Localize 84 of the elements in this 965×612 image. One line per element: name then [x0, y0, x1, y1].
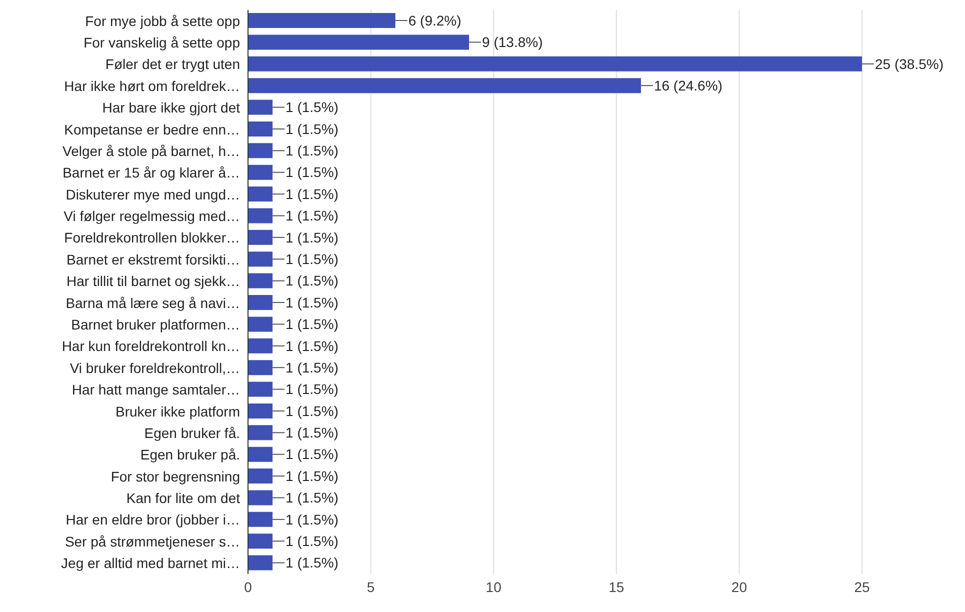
bar — [248, 360, 273, 376]
data-label: 1 (1.5%) — [286, 120, 338, 137]
data-label: 1 (1.5%) — [286, 229, 338, 246]
bar — [248, 512, 273, 527]
bar — [248, 34, 470, 50]
data-label: 1 (1.5%) — [286, 359, 338, 376]
data-label: 1 (1.5%) — [286, 381, 338, 398]
x-tick-label: 5 — [366, 578, 375, 595]
bar — [248, 295, 273, 310]
y-tick-label: Barnet er ekstremt forsikti… — [66, 251, 240, 268]
y-tick-label: Jeg er alltid med barnet mi… — [61, 555, 240, 572]
x-tick-label: 25 — [854, 578, 870, 595]
y-tick-label: For vanskelig å sette opp — [84, 34, 240, 51]
data-label: 9 (13.8%) — [482, 34, 543, 50]
y-tick-label: Kompetanse er bedre enn… — [64, 121, 240, 138]
bar — [248, 164, 273, 180]
y-tick-label: For mye jobb å sette opp — [85, 12, 240, 29]
bar — [248, 13, 396, 28]
data-label: 1 (1.5%) — [286, 338, 338, 354]
x-tick-label: 15 — [608, 578, 624, 595]
bar — [248, 121, 273, 136]
data-label: 1 (1.5%) — [286, 446, 338, 462]
bar — [248, 143, 273, 158]
y-tick-label: Har bare ikke gjort det — [102, 100, 240, 116]
data-label: 1 (1.5%) — [286, 468, 338, 484]
data-label: 1 (1.5%) — [286, 490, 338, 506]
bar — [248, 252, 273, 267]
bar — [248, 490, 273, 506]
y-tick-label: Velger å stole på barnet, h… — [62, 142, 240, 159]
x-tick-label: 0 — [244, 578, 252, 595]
y-tick-label: Har hatt mange samtaler… — [72, 382, 240, 398]
bar — [248, 273, 273, 288]
data-label: 1 (1.5%) — [286, 208, 338, 224]
data-label: 25 (38.5%) — [875, 56, 944, 72]
data-label: 1 (1.5%) — [286, 272, 338, 289]
data-label: 6 (9.2%) — [408, 12, 462, 28]
y-tick-label: Barnet bruker platformen… — [71, 316, 240, 333]
y-tick-label: Har kun foreldrekontroll kn… — [62, 338, 240, 354]
y-tick-label: Bruker ikke platform — [116, 403, 240, 420]
data-label: 1 (1.5%) — [286, 294, 338, 310]
data-label: 1 (1.5%) — [286, 142, 338, 159]
data-label: 1 (1.5%) — [286, 164, 338, 180]
bar — [248, 186, 273, 202]
bar — [248, 403, 273, 418]
y-tick-label: Diskuterer mye med ungd… — [66, 186, 240, 202]
data-label: 1 (1.5%) — [286, 402, 338, 419]
y-tick-label: Barnet er 15 år og klarer å… — [62, 164, 240, 181]
bar — [248, 468, 273, 484]
bar — [248, 316, 273, 332]
y-tick-label: Har tillit til barnet og sjekk… — [66, 273, 240, 290]
y-tick-label: Ser på strømmetjeneser s… — [64, 533, 240, 550]
bar — [248, 446, 273, 462]
y-tick-label: Barna må lære seg å navi… — [66, 294, 240, 311]
y-tick-label: Har ikke hørt om foreldrek… — [64, 78, 240, 94]
bar — [248, 338, 273, 354]
y-tick-label: For stor begrensning — [110, 468, 240, 484]
bar — [248, 100, 273, 115]
y-tick-label: Foreldrekontrollen blokker… — [64, 230, 240, 246]
bar — [248, 534, 273, 549]
data-label: 1 (1.5%) — [286, 99, 338, 116]
y-tick-label: Egen bruker på. — [140, 446, 240, 463]
data-label: 1 (1.5%) — [286, 554, 338, 571]
data-label: 1 (1.5%) — [286, 316, 338, 332]
x-tick-label: 10 — [486, 578, 502, 595]
y-tick-label: Har en eldre bror (jobber i… — [66, 512, 240, 528]
data-label: 1 (1.5%) — [286, 186, 338, 202]
bar — [248, 56, 862, 72]
data-label: 1 (1.5%) — [286, 424, 338, 441]
y-tick-label: Vi følger regelmessig med… — [64, 208, 240, 224]
y-tick-label: Føler det er trygt uten — [105, 56, 240, 72]
data-label: 1 (1.5%) — [286, 251, 338, 268]
y-tick-label: Egen bruker få. — [144, 424, 240, 441]
bar — [248, 208, 273, 224]
y-tick-label: Kan for lite om det — [126, 490, 240, 506]
x-tick-label: 20 — [731, 578, 748, 595]
bar — [248, 382, 273, 397]
bar — [248, 78, 641, 94]
bar — [248, 425, 273, 440]
data-label: 1 (1.5%) — [286, 533, 338, 550]
bar — [248, 230, 273, 245]
bar — [248, 555, 273, 570]
data-label: 16 (24.6%) — [654, 77, 722, 94]
y-tick-label: Vi bruker foreldrekontroll,… — [70, 360, 240, 376]
data-label: 1 (1.5%) — [286, 511, 338, 528]
